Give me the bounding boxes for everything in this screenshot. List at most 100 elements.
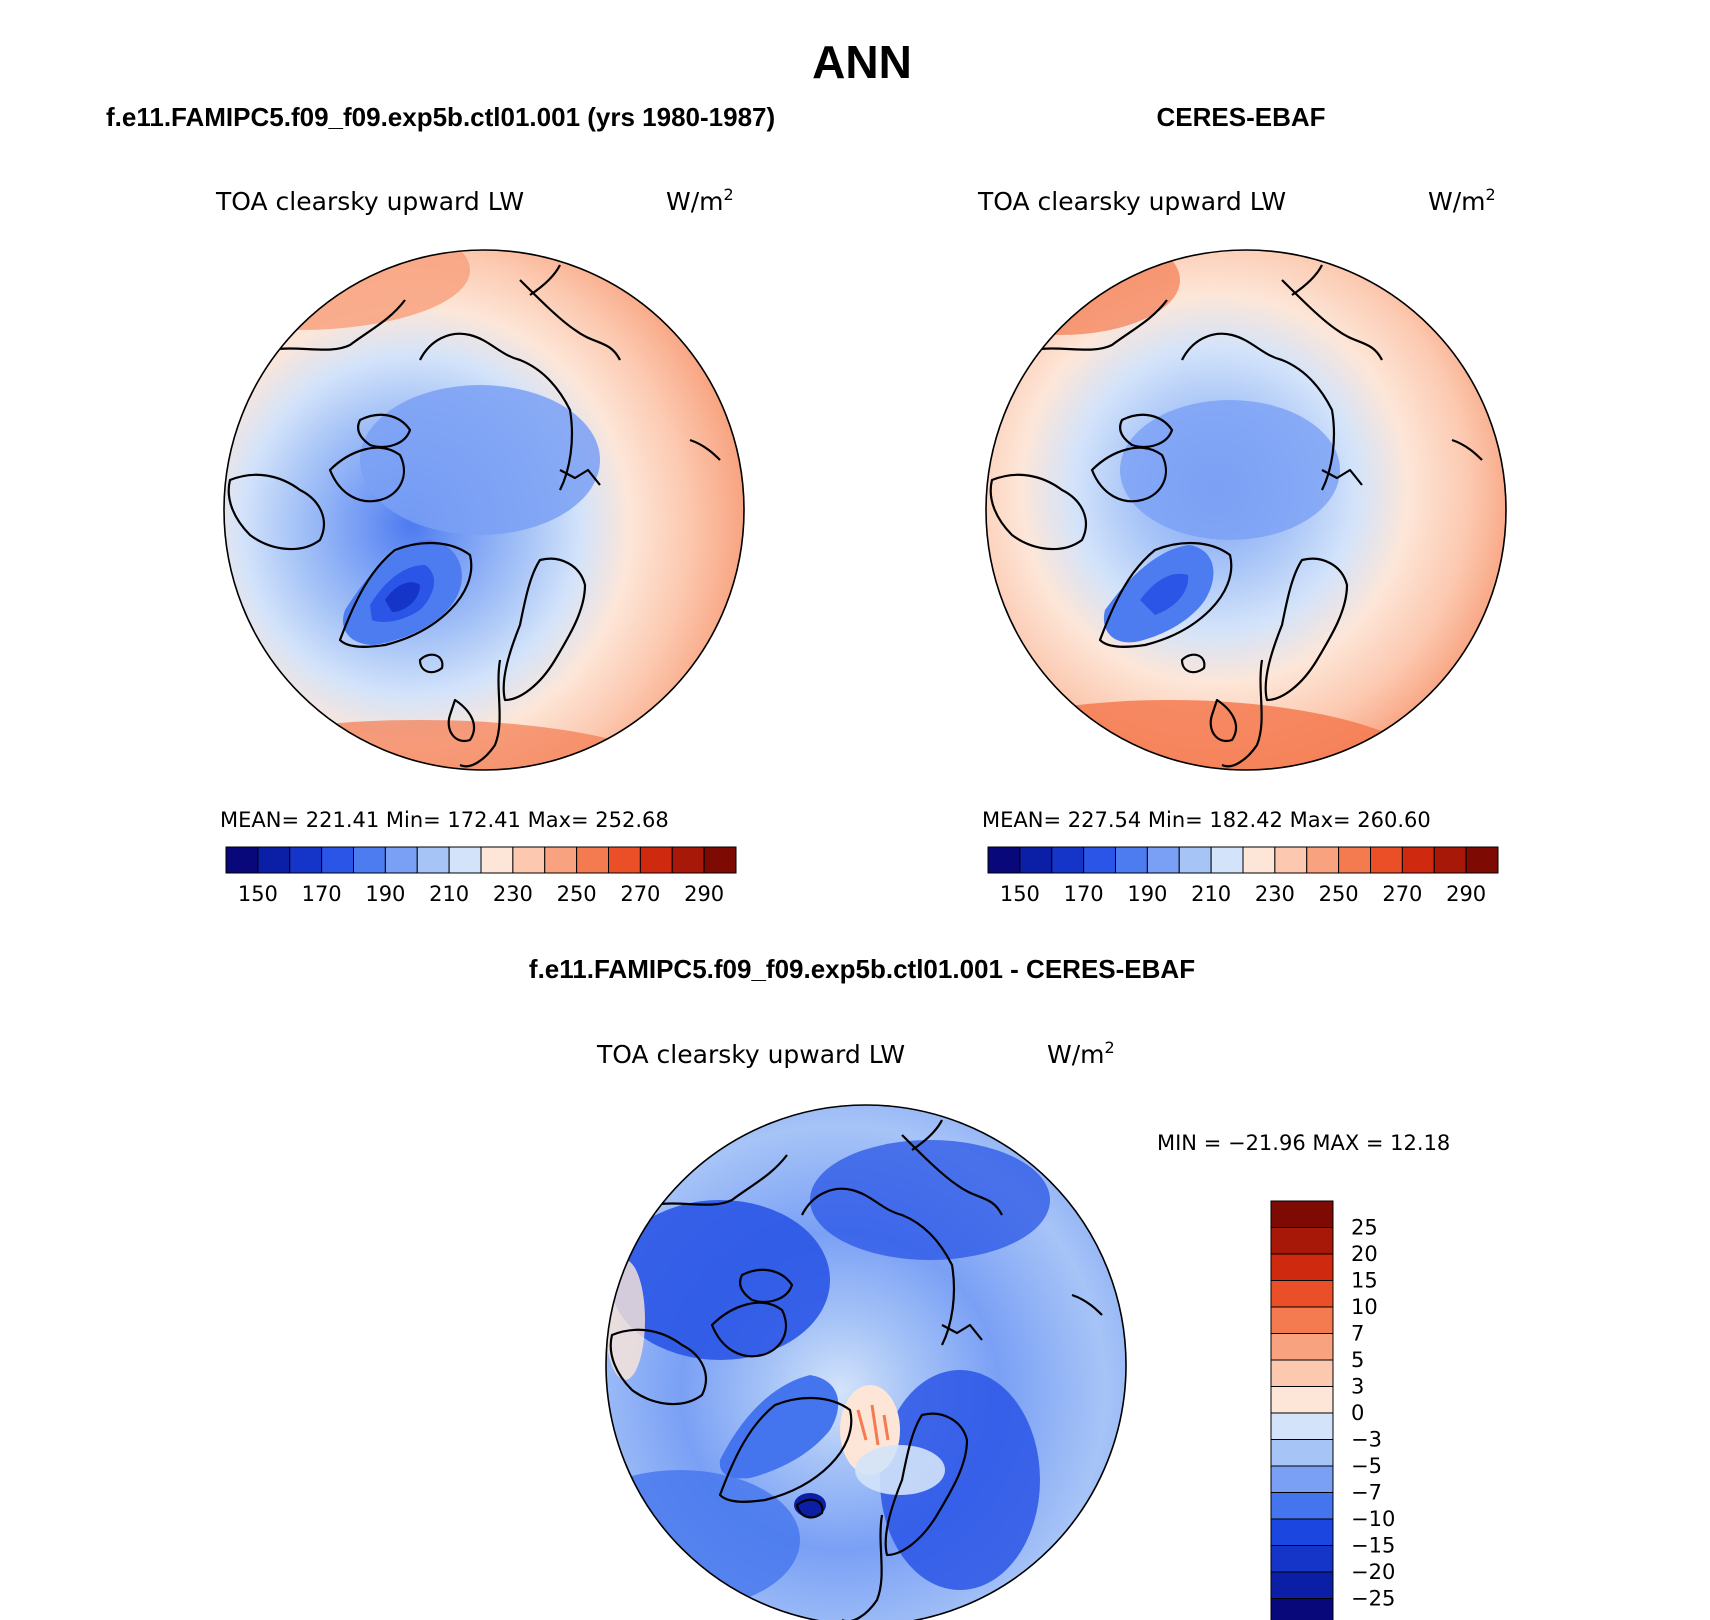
colorbar-swatch (1270, 1200, 1334, 1228)
colorbar-tick-label: −25 (1351, 1587, 1395, 1611)
colorbar-swatch (1270, 1571, 1334, 1599)
model-map (224, 250, 744, 770)
colorbar-tick-label: 210 (429, 882, 469, 906)
model-colorbar: 150 170 190 210 230 250 270 290 (225, 846, 737, 906)
colorbar-tick-label: −7 (1351, 1481, 1382, 1505)
colorbar-tick-label: 10 (1351, 1295, 1378, 1319)
diff-panel-title: f.e11.FAMIPC5.f09_f09.exp5b.ctl01.001 - … (529, 954, 1195, 984)
obs-panel: TOA clearsky upward LW W/m2 (977, 185, 1507, 906)
model-map-boundary (223, 249, 745, 771)
colorbar-swatch (1401, 846, 1435, 874)
colorbar-swatch (353, 846, 386, 874)
obs-map-boundary (985, 249, 1507, 771)
colorbar-swatch (384, 846, 418, 874)
colorbar-tick-label: 170 (302, 882, 342, 906)
colorbar-swatch (671, 846, 705, 874)
diff-panel: TOA clearsky upward LW W/m2 (596, 1038, 1450, 1620)
colorbar-tick-label: 270 (620, 882, 660, 906)
colorbar-tick-label: −5 (1351, 1454, 1382, 1478)
obs-panel-title: CERES-EBAF (1156, 102, 1325, 132)
model-coastlines (227, 264, 721, 768)
obs-stats: MEAN= 227.54 Min= 182.42 Max= 260.60 (982, 808, 1431, 832)
colorbar-swatch (512, 846, 546, 874)
colorbar-tick-label: 150 (1000, 882, 1040, 906)
diff-coastlines (609, 1119, 1103, 1620)
colorbar-swatch (416, 846, 450, 874)
colorbar-swatch (608, 846, 641, 874)
colorbar-tick-label: 230 (1255, 882, 1295, 906)
obs-variable-label: TOA clearsky upward LW (977, 187, 1286, 216)
colorbar-tick-label: −15 (1351, 1534, 1395, 1558)
colorbar-swatch (1270, 1359, 1334, 1387)
colorbar-swatch (1270, 1439, 1334, 1467)
colorbar-swatch (544, 846, 578, 874)
colorbar-tick-label: 3 (1351, 1375, 1364, 1399)
colorbar-swatch (1433, 846, 1467, 874)
colorbar-swatch (1270, 1465, 1334, 1493)
diff-map-boundary (605, 1104, 1127, 1620)
colorbar-tick-label: 20 (1351, 1242, 1378, 1266)
colorbar-swatch (1270, 1253, 1334, 1281)
colorbar-tick-label: 230 (493, 882, 533, 906)
colorbar-tick-label: 150 (238, 882, 278, 906)
colorbar-swatch (576, 846, 609, 874)
colorbar-tick-label: 270 (1382, 882, 1422, 906)
colorbar-swatch (1210, 846, 1244, 874)
colorbar-swatch (1338, 846, 1371, 874)
colorbar-tick-label: 5 (1351, 1348, 1364, 1372)
colorbar-swatch (1465, 846, 1499, 874)
colorbar-swatch (1270, 1280, 1334, 1308)
colorbar-swatch (257, 846, 291, 874)
colorbar-swatch (1270, 1386, 1334, 1414)
colorbar-swatch (1270, 1598, 1334, 1620)
colorbar-swatch (289, 846, 323, 874)
colorbar-swatch (1270, 1306, 1334, 1334)
colorbar-tick-label: 190 (365, 882, 405, 906)
colorbar-swatch (1270, 1333, 1334, 1361)
colorbar-swatch (1274, 846, 1308, 874)
colorbar-tick-label: 250 (557, 882, 597, 906)
figure-title: ANN (812, 36, 912, 88)
model-units-label: W/m2 (666, 185, 734, 216)
colorbar-swatch (1270, 1545, 1334, 1573)
colorbar-swatch (987, 846, 1021, 874)
colorbar-swatch (1270, 1492, 1334, 1520)
colorbar-tick-label: 290 (1446, 882, 1486, 906)
model-stats: MEAN= 221.41 Min= 172.41 Max= 252.68 (220, 808, 669, 832)
obs-map (986, 250, 1506, 770)
colorbar-tick-label: 190 (1127, 882, 1167, 906)
colorbar-tick-label: 170 (1064, 882, 1104, 906)
diff-units-label: W/m2 (1047, 1038, 1115, 1069)
obs-units-label: W/m2 (1428, 185, 1496, 216)
colorbar-swatch (639, 846, 673, 874)
colorbar-swatch (703, 846, 737, 874)
colorbar-swatch (1306, 846, 1340, 874)
colorbar-swatch (225, 846, 259, 874)
colorbar-swatch (1083, 846, 1116, 874)
colorbar-tick-label: −10 (1351, 1507, 1395, 1531)
model-variable-label: TOA clearsky upward LW (215, 187, 524, 216)
model-panel: TOA clearsky upward LW W/m2 (215, 185, 745, 906)
colorbar-swatch (1270, 1518, 1334, 1546)
diff-map (606, 1105, 1126, 1620)
diff-variable-label: TOA clearsky upward LW (596, 1040, 905, 1069)
colorbar-swatch (1270, 1412, 1334, 1440)
colorbar-swatch (1051, 846, 1085, 874)
colorbar-swatch (1242, 846, 1276, 874)
model-panel-title: f.e11.FAMIPC5.f09_f09.exp5b.ctl01.001 (y… (106, 102, 775, 132)
colorbar-swatch (1146, 846, 1180, 874)
colorbar-swatch (1019, 846, 1053, 874)
colorbar-swatch (1115, 846, 1148, 874)
colorbar-tick-label: 0 (1351, 1401, 1364, 1425)
colorbar-tick-label: 25 (1351, 1216, 1378, 1240)
diff-stats: MIN = −21.96 MAX = 12.18 (1157, 1131, 1450, 1155)
colorbar-swatch (321, 846, 354, 874)
obs-colorbar: 150 170 190 210 230 250 270 290 (987, 846, 1499, 906)
colorbar-swatch (1370, 846, 1403, 874)
obs-coastlines (989, 264, 1483, 768)
colorbar-swatch (480, 846, 514, 874)
colorbar-tick-label: −3 (1351, 1428, 1382, 1452)
colorbar-swatch (448, 846, 482, 874)
